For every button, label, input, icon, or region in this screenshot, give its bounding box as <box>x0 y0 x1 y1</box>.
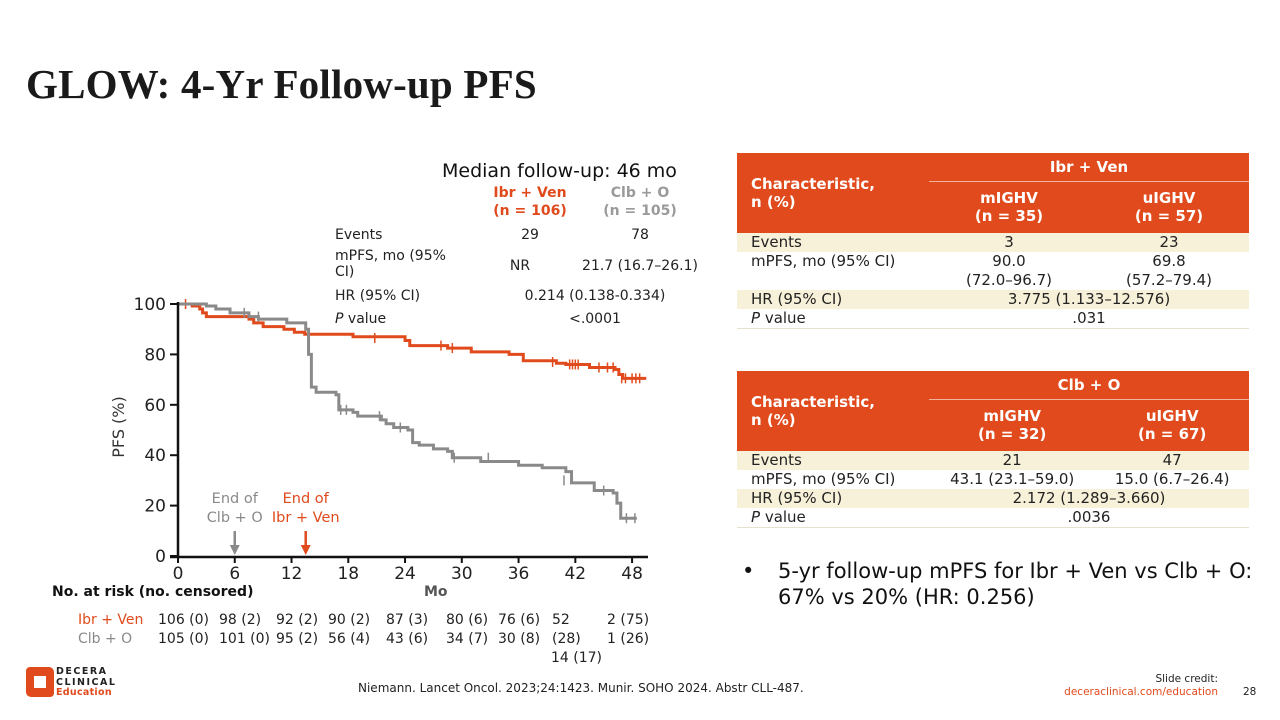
summary-hr-value: 0.214 (0.138-0.334) <box>524 288 666 304</box>
y-tick-label: 80 <box>144 345 166 365</box>
at-risk-value: 98 (2) <box>219 612 262 628</box>
axis-ticks: 0 6 12 18 24 30 36 42 48 0 20 40 60 80 100 <box>134 295 643 584</box>
y-tick-label: 40 <box>144 446 166 466</box>
table-clb-group-header: Clb + O <box>929 371 1249 400</box>
annotation-end-ibr-ven-line2: Ibr + Ven <box>272 510 340 526</box>
x-tick-label: 12 <box>281 564 303 584</box>
annotation-end-clb-o-line1: End of <box>212 491 259 507</box>
summary-events-ibr: 29 <box>521 227 539 243</box>
table-row: mPFS, mo (95% CI) 43.1 (23.1–59.0) 15.0 … <box>751 470 1230 488</box>
summary-events-clb: 78 <box>631 227 649 243</box>
table-ibr-char-header: Characteristic, n (%) <box>737 153 929 233</box>
x-axis-label: Mo <box>424 584 448 600</box>
table-clb-col-uighv: uIGHV (n = 67) <box>1095 399 1249 451</box>
at-risk-value: 56 (4) <box>328 631 371 647</box>
x-tick-label: 48 <box>621 564 643 584</box>
table-row: mPFS, mo (95% CI) 90.0 (72.0–96.7) 69.8 (5… <box>751 252 1212 289</box>
table-clb-col-mighv: mIGHV (n = 32) <box>929 399 1096 451</box>
at-risk-value: 90 (2) <box>328 612 371 628</box>
at-risk-value: 43 (6) <box>386 631 429 647</box>
at-risk-value: 92 (2) <box>276 612 319 628</box>
summary-hr-label: HR (95% CI) <box>335 288 421 304</box>
at-risk-value-extra: 14 (17) <box>551 650 603 666</box>
page-number: 28 <box>1243 686 1257 698</box>
ibr-ven-ighv-table: Characteristic, n (%) Ibr + Ven mIGHV (n =… <box>737 153 1249 329</box>
table-row: HR (95% CI) 3.775 (1.133–12.576) <box>737 290 1249 309</box>
km-curve-ibr-ven <box>178 302 647 380</box>
at-risk-value: 106 (0) <box>158 612 210 628</box>
table-ibr-col-migh: mIGHV (n = 35) <box>929 181 1089 233</box>
table-ibr-group-header: Ibr + Ven <box>929 153 1249 182</box>
y-axis-label: PFS (%) <box>109 396 128 458</box>
x-tick-label: 24 <box>394 564 416 584</box>
slide-title: GLOW: 4-Yr Follow-up PFS <box>26 61 537 107</box>
median-followup: Median follow-up: 46 mo <box>442 160 677 182</box>
annotations: End of Clb + O End of Ibr + Ven <box>207 491 340 555</box>
summary-p-label: P value <box>335 311 387 327</box>
at-risk-label-ibr: Ibr + Ven <box>78 612 144 628</box>
slide-credit: Slide credit: deceraclinical.com/educati… <box>1064 673 1218 698</box>
at-risk-value: 101 (0) <box>219 631 271 647</box>
at-risk-value: 76 (6) <box>498 612 541 628</box>
x-tick-label: 6 <box>229 564 240 584</box>
x-tick-label: 42 <box>564 564 586 584</box>
decera-logo-icon <box>26 667 54 697</box>
x-tick-label: 36 <box>508 564 530 584</box>
summary-arm-ibr-n: (n = 106) <box>493 203 567 219</box>
y-tick-label: 0 <box>155 547 166 567</box>
arrowhead-end-ibr-ven-icon <box>300 545 311 555</box>
at-risk-value: 80 (6) <box>446 612 489 628</box>
summary-arm-clb-name: Clb + O <box>610 185 670 201</box>
table-row: Events 21 47 <box>737 451 1249 470</box>
credit-link[interactable]: deceraclinical.com/education <box>1064 686 1218 698</box>
at-risk-value: 2 (75) <box>607 612 650 628</box>
x-tick-label: 30 <box>451 564 473 584</box>
summary-p-value: <.0001 <box>569 311 621 327</box>
clb-o-ighv-table: Characteristic, n (%) Clb + O mIGHV (n = 3… <box>737 371 1249 528</box>
x-tick-label: 0 <box>173 564 184 584</box>
at-risk-value: 1 (26) <box>607 631 650 647</box>
table-ibr-col-uighv: uIGHV (n = 57) <box>1089 181 1249 233</box>
annotation-end-ibr-ven-line1: End of <box>283 491 330 507</box>
summary-arm-clb: Clb + O (n = 105) <box>590 184 690 220</box>
y-tick-label: 60 <box>144 396 166 416</box>
x-tick-label: 18 <box>337 564 359 584</box>
bullet-text: 5-yr follow-up mPFS for Ibr + Ven vs Clb… <box>778 559 1253 609</box>
summary-arm-ibr: Ibr + Ven (n = 106) <box>480 184 580 220</box>
decera-logo-text: DECERA CLINICAL Education <box>56 666 117 698</box>
summary-mpfs-label: mPFS, mo (95% CI) <box>335 248 446 280</box>
summary-mpfs-clb: 21.7 (16.7–26.1) <box>582 258 698 274</box>
table-row: HR (95% CI) 2.172 (1.289–3.660) <box>737 489 1249 508</box>
at-risk-title: No. at risk (no. censored) <box>52 584 254 600</box>
summary-arm-clb-n: (n = 105) <box>603 203 677 219</box>
at-risk-value: 95 (2) <box>276 631 319 647</box>
table-row: P value .0036 <box>737 508 1249 528</box>
y-tick-label: 100 <box>134 295 166 315</box>
km-series-group <box>178 299 647 524</box>
summary-events-label: Events <box>335 227 383 243</box>
at-risk-value: 105 (0) <box>158 631 210 647</box>
at-risk-value: (28) <box>552 631 581 647</box>
arrowhead-end-clb-o-icon <box>229 545 240 555</box>
at-risk-value: 52 <box>552 612 570 628</box>
at-risk-value: 30 (8) <box>498 631 541 647</box>
table-row: P value .031 <box>737 309 1249 329</box>
at-risk-value: 34 (7) <box>446 631 489 647</box>
y-tick-label: 20 <box>144 497 166 517</box>
at-risk-value: 87 (3) <box>386 612 429 628</box>
summary-mpfs-ibr: NR <box>509 258 531 274</box>
citation: Niemann. Lancet Oncol. 2023;24:1423. Mun… <box>358 681 804 695</box>
km-curve-clb-o <box>178 302 637 520</box>
table-clb-char-header: Characteristic, n (%) <box>737 371 929 451</box>
bullet-marker: • <box>742 559 755 583</box>
summary-arm-ibr-name: Ibr + Ven <box>493 185 567 201</box>
at-risk-label-clb: Clb + O <box>78 631 133 647</box>
annotation-end-clb-o-line2: Clb + O <box>207 510 263 526</box>
table-row: Events 3 23 <box>737 233 1249 252</box>
